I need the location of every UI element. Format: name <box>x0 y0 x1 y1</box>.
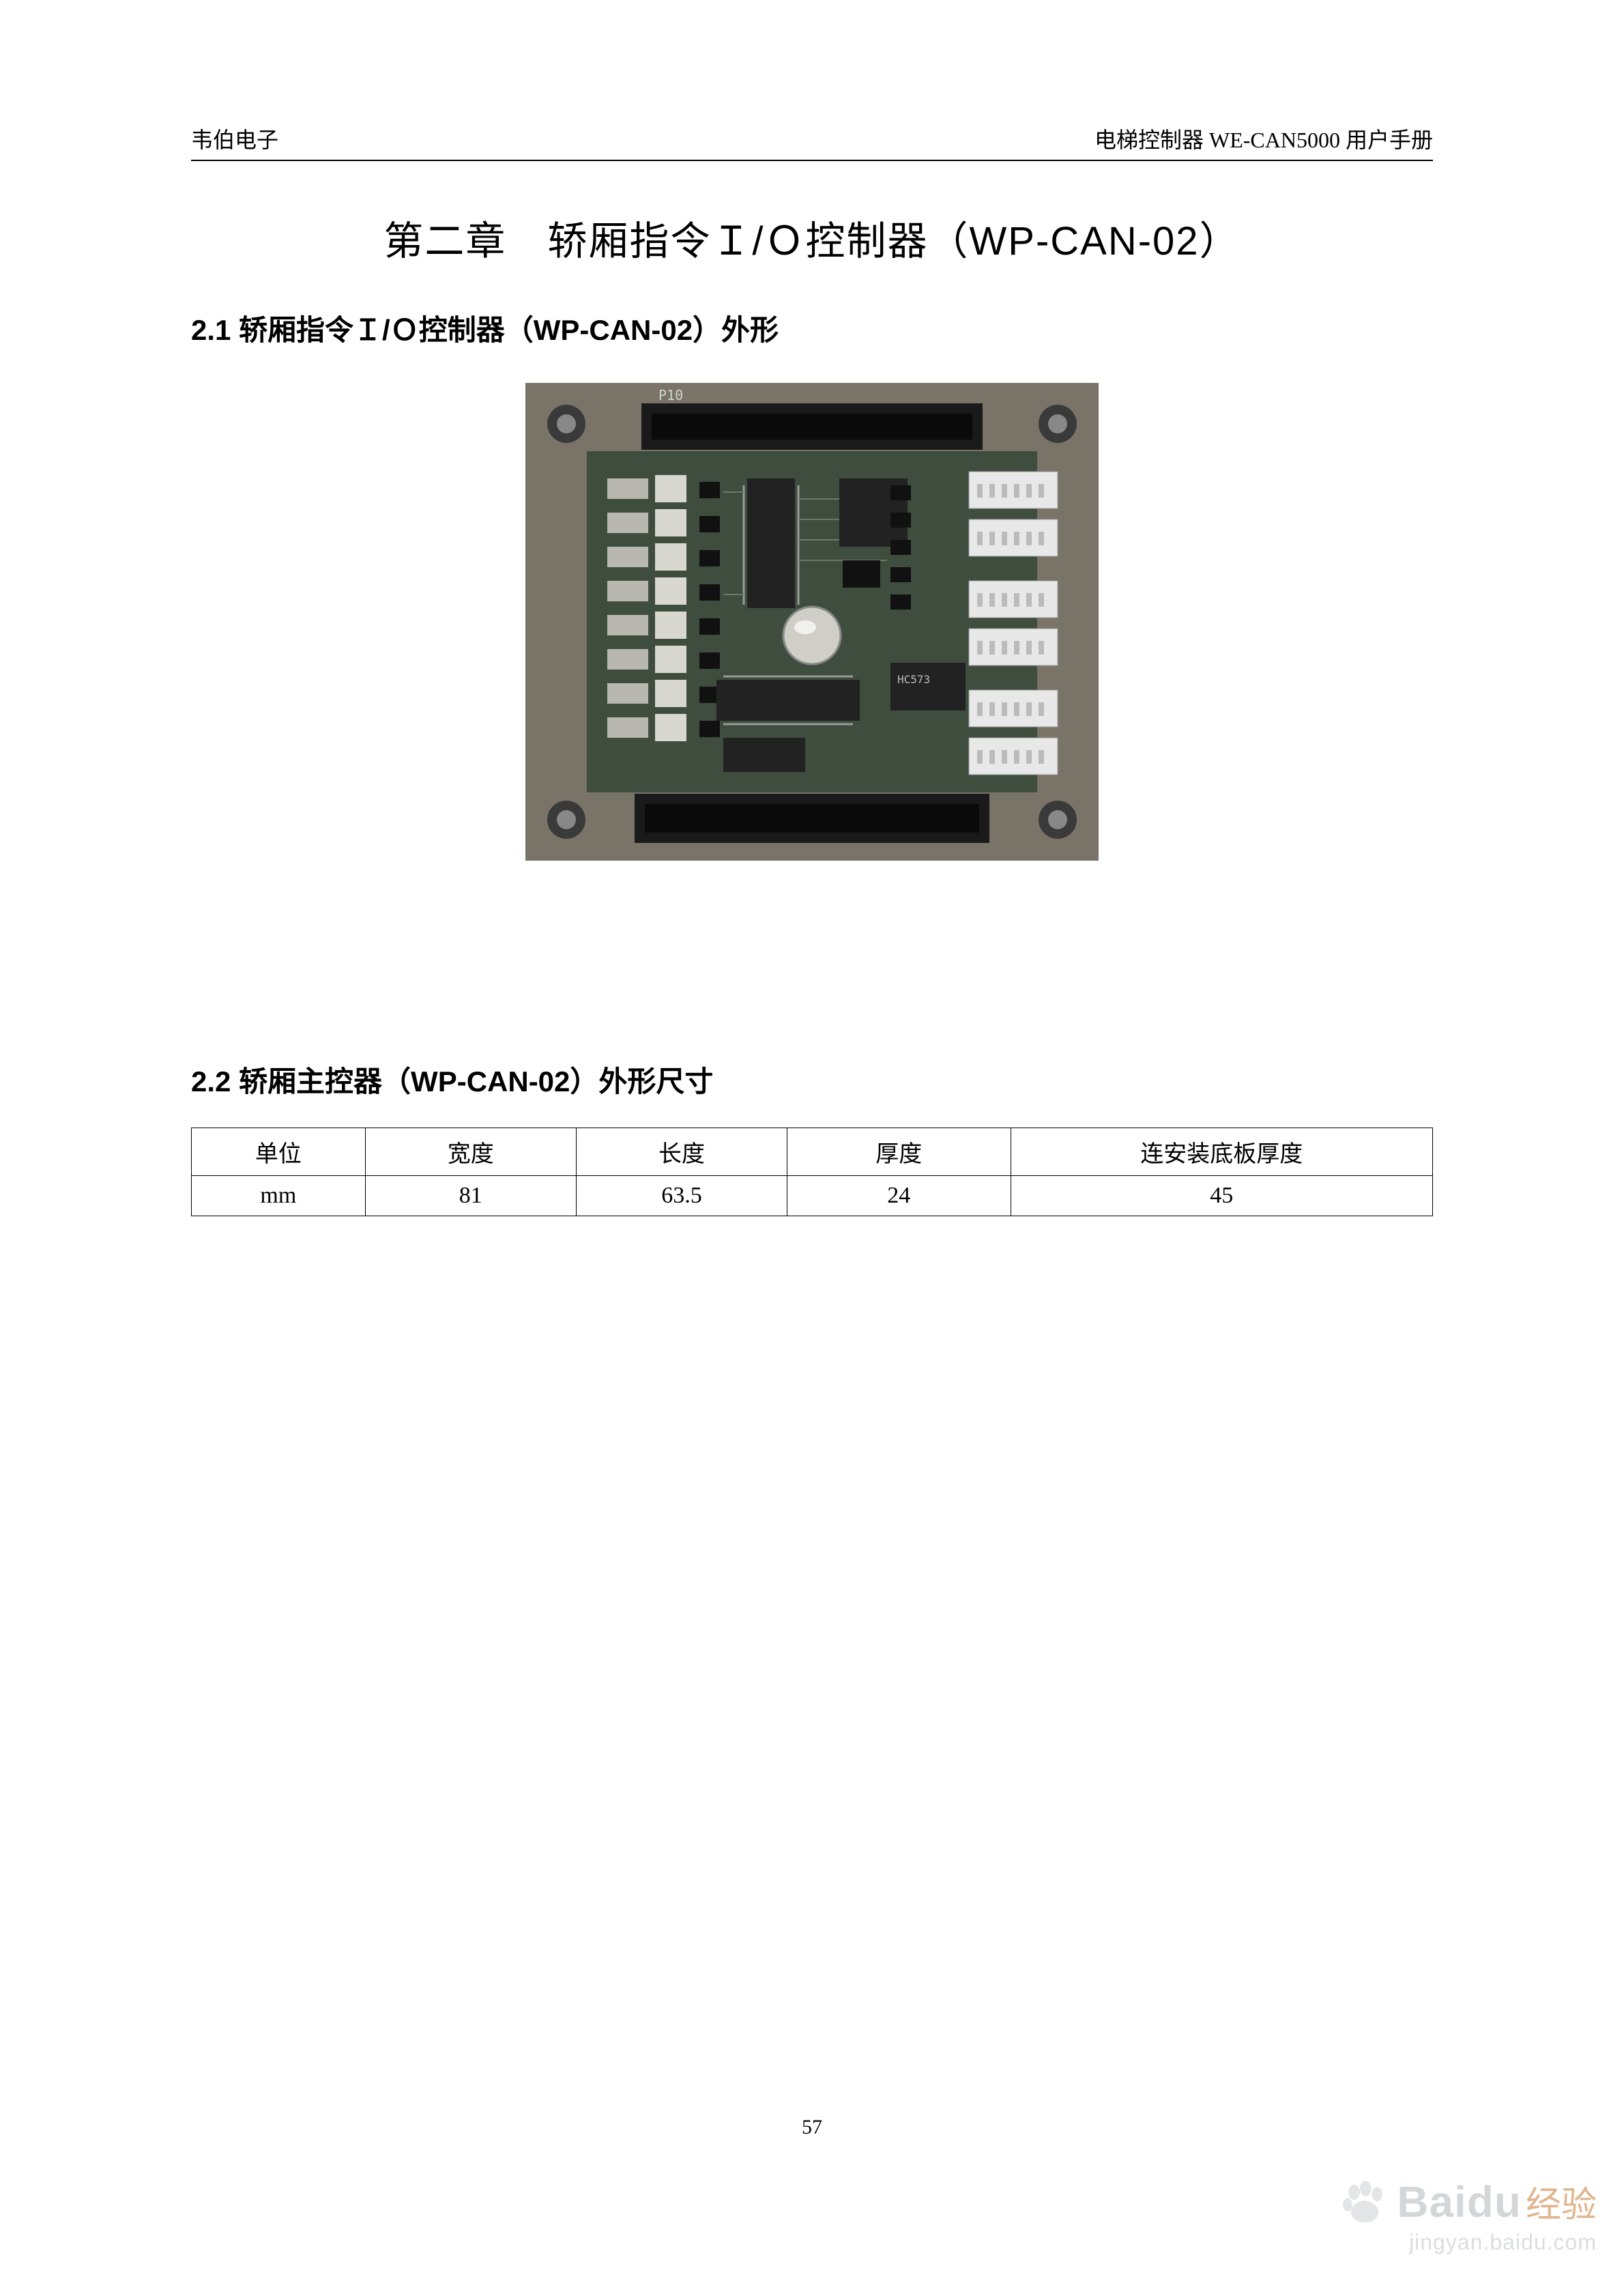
page-header: 韦伯电子 电梯控制器 WE-CAN5000 用户手册 <box>191 123 1433 161</box>
watermark-brand-cn: 经验 <box>1526 2185 1597 2225</box>
chapter-title: 第二章 轿厢指令Ｉ/Ｏ控制器（WP-CAN-02） <box>191 209 1433 266</box>
section-2-2-heading: 2.2 轿厢主控器（WP-CAN-02）外形尺寸 <box>191 1059 1433 1100</box>
cell-with-base: 45 <box>1011 1176 1433 1216</box>
cell-width: 81 <box>365 1176 576 1216</box>
table-header-row: 单位 宽度 长度 厚度 连安装底板厚度 <box>192 1128 1433 1176</box>
watermark-brand-en: Baidu <box>1397 2177 1522 2226</box>
cell-unit: mm <box>192 1176 366 1216</box>
header-right: 电梯控制器 WE-CAN5000 用户手册 <box>1094 123 1433 154</box>
baidu-paw-icon <box>1341 2178 1389 2226</box>
watermark: Baidu经验 jingyan.baidu.com <box>1341 2176 1597 2255</box>
pcb-board-icon: P10 <box>519 376 1105 867</box>
col-width: 宽度 <box>365 1128 576 1176</box>
page-number: 57 <box>0 2116 1624 2139</box>
pcb-label-p10: P10 <box>658 387 683 403</box>
watermark-url: jingyan.baidu.com <box>1341 2230 1597 2255</box>
col-unit: 单位 <box>192 1128 366 1176</box>
svg-text:HC573: HC573 <box>897 673 930 686</box>
dimensions-table: 单位 宽度 长度 厚度 连安装底板厚度 mm 81 63.5 24 45 <box>191 1128 1433 1216</box>
cell-length: 63.5 <box>576 1176 787 1216</box>
col-length: 长度 <box>576 1128 787 1176</box>
pcb-figure: P10 <box>191 376 1433 867</box>
col-with-base: 连安装底板厚度 <box>1011 1128 1433 1176</box>
section-2-1-heading: 2.1 轿厢指令Ｉ/Ｏ控制器（WP-CAN-02）外形 <box>191 307 1433 349</box>
header-left: 韦伯电子 <box>191 123 278 154</box>
table-row: mm 81 63.5 24 45 <box>192 1176 1433 1216</box>
cell-thickness: 24 <box>787 1176 1011 1216</box>
col-thickness: 厚度 <box>787 1128 1011 1176</box>
